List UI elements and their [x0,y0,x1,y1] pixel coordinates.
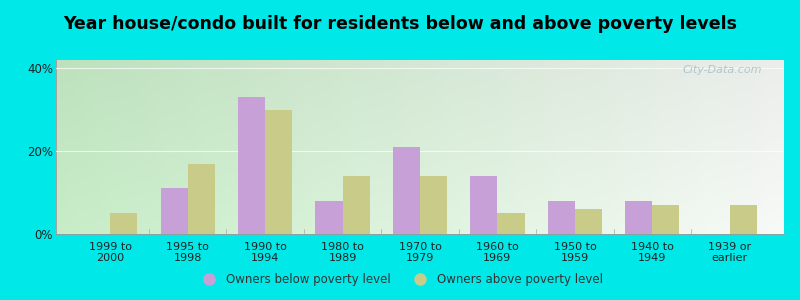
Text: Year house/condo built for residents below and above poverty levels: Year house/condo built for residents bel… [63,15,737,33]
Bar [498,213,525,234]
Legend: Owners below poverty level, Owners above poverty level: Owners below poverty level, Owners above… [193,269,607,291]
Bar [652,205,679,234]
Bar [188,164,214,234]
Bar [548,201,575,234]
Bar [470,176,498,234]
Bar [238,97,265,234]
Bar [315,201,342,234]
Bar [342,176,370,234]
Bar [393,147,420,234]
Bar [730,205,757,234]
Bar [265,110,292,234]
Text: City-Data.com: City-Data.com [682,65,762,75]
Bar [420,176,447,234]
Bar [626,201,652,234]
Bar [575,209,602,234]
Bar [110,213,138,234]
Bar [161,188,188,234]
